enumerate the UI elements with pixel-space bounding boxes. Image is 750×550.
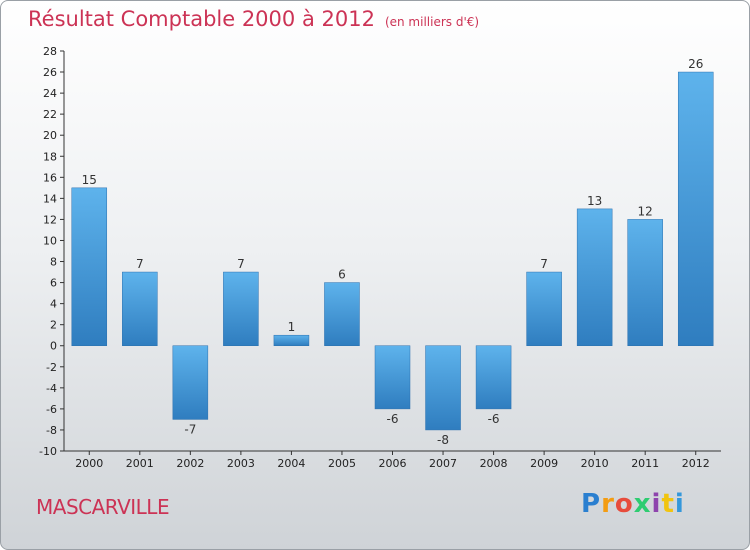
x-tick-label: 2009 bbox=[530, 457, 558, 470]
y-tick-label: 6 bbox=[50, 277, 57, 290]
data-label: 26 bbox=[688, 57, 703, 71]
data-label: 1 bbox=[288, 320, 296, 334]
bar bbox=[122, 271, 158, 346]
y-tick-label: 22 bbox=[43, 108, 57, 121]
x-tick-label: 2011 bbox=[631, 457, 659, 470]
bar bbox=[71, 187, 108, 346]
logo-letter: x bbox=[633, 489, 652, 519]
data-label: -6 bbox=[488, 412, 500, 426]
y-tick-label: 18 bbox=[43, 150, 57, 163]
x-tick-label: 2005 bbox=[328, 457, 356, 470]
bars bbox=[71, 71, 714, 431]
y-tick-label: 24 bbox=[43, 87, 57, 100]
bar bbox=[627, 219, 663, 346]
x-tick-label: 2000 bbox=[75, 457, 103, 470]
proxiti-logo: Proxiti bbox=[581, 489, 685, 519]
y-tick-label: -6 bbox=[46, 403, 57, 416]
logo-letter: r bbox=[601, 489, 615, 519]
bar bbox=[576, 208, 613, 346]
data-label: 15 bbox=[82, 173, 97, 187]
y-tick-label: -4 bbox=[46, 382, 57, 395]
bar bbox=[526, 271, 562, 346]
x-tick-label: 2010 bbox=[581, 457, 609, 470]
logo-letter: t bbox=[661, 489, 675, 519]
x-tick-label: 2008 bbox=[480, 457, 508, 470]
y-tick-label: 4 bbox=[50, 298, 57, 311]
data-label: -6 bbox=[387, 412, 399, 426]
bar bbox=[273, 334, 310, 346]
bar bbox=[374, 345, 411, 410]
logo-letter: P bbox=[581, 489, 602, 519]
logo-letter: o bbox=[614, 489, 634, 519]
bar bbox=[324, 282, 360, 346]
bar bbox=[223, 271, 259, 346]
y-tick-label: 12 bbox=[43, 213, 57, 226]
chart-subtitle: (en milliers d'€) bbox=[384, 15, 480, 29]
x-tick-label: 2012 bbox=[682, 457, 710, 470]
data-label: -7 bbox=[184, 422, 196, 436]
y-tick-label: 14 bbox=[43, 192, 57, 205]
y-tick-label: 2 bbox=[50, 319, 57, 332]
bar bbox=[677, 71, 714, 346]
bar bbox=[475, 345, 512, 410]
data-label: 12 bbox=[638, 204, 653, 218]
y-tick-label: -10 bbox=[39, 445, 57, 458]
data-label: 7 bbox=[136, 257, 144, 271]
x-tick-label: 2006 bbox=[379, 457, 407, 470]
x-tick-label: 2007 bbox=[429, 457, 457, 470]
data-label: 13 bbox=[587, 194, 602, 208]
y-tick-label: 20 bbox=[43, 129, 57, 142]
y-tick-label: -8 bbox=[46, 424, 57, 437]
x-tick-label: 2002 bbox=[176, 457, 204, 470]
commune-name: MASCARVILLE bbox=[36, 495, 170, 519]
bar bbox=[425, 345, 461, 431]
logo-letter: i bbox=[651, 489, 662, 519]
x-tick-label: 2003 bbox=[227, 457, 255, 470]
chart-title-text: Résultat Comptable 2000 à 2012 bbox=[28, 7, 375, 31]
axes: -10-8-6-4-202468101214161820222426282000… bbox=[39, 45, 721, 470]
x-tick-label: 2004 bbox=[277, 457, 305, 470]
y-tick-label: 8 bbox=[50, 256, 57, 269]
y-tick-label: 10 bbox=[43, 234, 57, 247]
y-tick-label: 28 bbox=[43, 45, 57, 58]
logo-letter: i bbox=[674, 489, 685, 519]
data-label: 7 bbox=[540, 257, 548, 271]
bar bbox=[172, 345, 209, 420]
data-label: 7 bbox=[237, 257, 245, 271]
x-tick-label: 2001 bbox=[126, 457, 154, 470]
chart-title: Résultat Comptable 2000 à 2012 (en millie… bbox=[28, 7, 479, 31]
y-tick-label: 16 bbox=[43, 171, 57, 184]
y-tick-label: 0 bbox=[50, 340, 57, 353]
data-label: 6 bbox=[338, 268, 346, 282]
data-labels: 15 7 -7 7 1 6 -6 -8 -6 7 13 12 26 bbox=[82, 57, 704, 447]
y-tick-label: -2 bbox=[46, 361, 57, 374]
data-label: -8 bbox=[437, 433, 449, 447]
y-tick-label: 26 bbox=[43, 66, 57, 79]
